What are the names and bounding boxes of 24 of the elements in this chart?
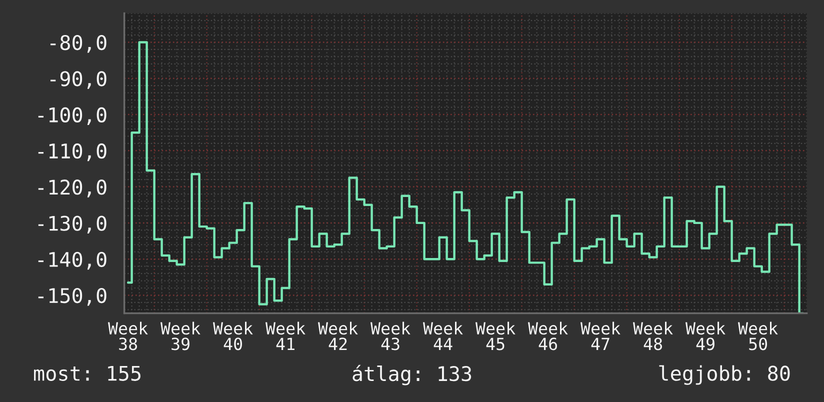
- x-tick-label: Week 41: [265, 322, 306, 350]
- x-tick-label: Week 43: [370, 322, 410, 350]
- x-tick-label: Week 48: [632, 322, 673, 350]
- y-tick-label: -80,0: [50, 34, 106, 53]
- y-tick-label: -100,0: [38, 107, 106, 126]
- y-tick-label: -90,0: [50, 71, 106, 89]
- x-tick-label: Week 40: [212, 322, 253, 350]
- x-tick-label: Week 39: [160, 322, 200, 350]
- y-tick-label: -130,0: [38, 216, 106, 234]
- text: most: 155: [34, 366, 140, 381]
- x-tick-label: Week 49: [685, 322, 726, 350]
- x-tick-label: Week 44: [422, 322, 463, 350]
- y-tick-label: -140,0: [38, 252, 106, 270]
- x-tick-label: Week 38: [108, 322, 148, 350]
- text: átlag: 133: [352, 364, 472, 386]
- x-tick-label: Week 42: [318, 322, 358, 350]
- x-tick-label: Week 50: [738, 322, 778, 350]
- y-tick-label: -110,0: [38, 143, 106, 162]
- x-tick-label: Week 46: [528, 322, 568, 350]
- y-tick-label: -120,0: [38, 180, 106, 198]
- x-tick-label: Week 45: [475, 322, 516, 350]
- y-tick-label: -150,0: [38, 288, 106, 306]
- x-tick-label: Week 47: [580, 322, 620, 350]
- text: legjobb: 80: [659, 365, 790, 385]
